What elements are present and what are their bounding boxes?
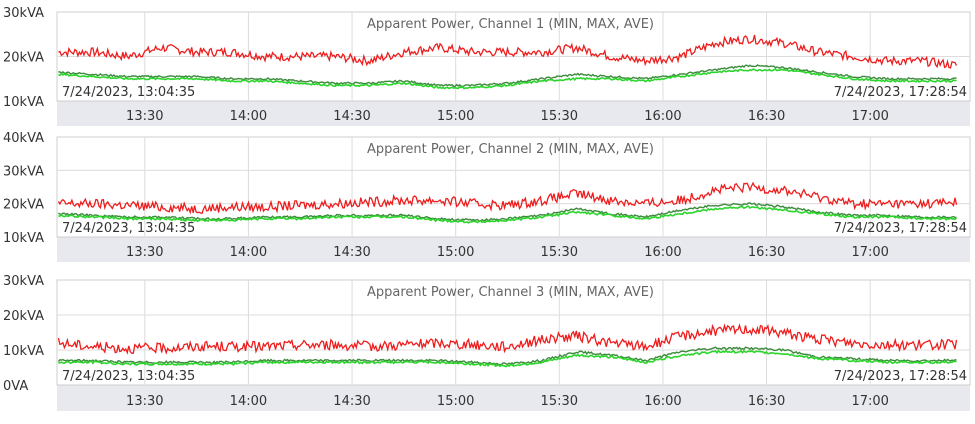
x-tick-label: 16:00 bbox=[644, 394, 681, 409]
series-max-line bbox=[57, 323, 958, 355]
x-tick-label: 15:00 bbox=[437, 109, 474, 124]
x-tick-label: 13:30 bbox=[126, 245, 163, 260]
x-tick-label: 17:00 bbox=[851, 394, 888, 409]
chart-title: Apparent Power, Channel 1 (MIN, MAX, AVE… bbox=[367, 17, 654, 32]
x-tick-label: 14:30 bbox=[333, 109, 370, 124]
y-tick-label: 30kVA bbox=[3, 164, 44, 179]
series-max-line bbox=[57, 181, 958, 215]
x-tick-label: 13:30 bbox=[126, 109, 163, 124]
y-tick-label: 10kVA bbox=[3, 231, 44, 246]
plot-area bbox=[56, 279, 971, 386]
end-time-label: 7/24/2023, 17:28:54 bbox=[834, 369, 967, 384]
x-tick-label: 16:30 bbox=[748, 245, 785, 260]
y-tick-label: 20kVA bbox=[3, 198, 44, 213]
start-time-label: 7/24/2023, 13:04:35 bbox=[62, 369, 195, 384]
x-axis-strip bbox=[57, 385, 970, 411]
chart-panel-1: 13:30 14:00 14:30 15:00 15:30 16:00 16:30 17:00… bbox=[3, 6, 971, 126]
chart-title: Apparent Power, Channel 2 (MIN, MAX, AVE… bbox=[367, 142, 654, 157]
x-tick-label: 14:00 bbox=[230, 109, 267, 124]
y-tick-label: 40kVA bbox=[3, 131, 44, 146]
x-axis-strip bbox=[57, 101, 970, 126]
chart-panel-2: 13:30 14:00 14:30 15:00 15:30 16:00 16:30 17:00… bbox=[3, 131, 971, 262]
x-tick-label: 16:00 bbox=[644, 109, 681, 124]
start-time-label: 7/24/2023, 13:04:35 bbox=[62, 221, 195, 236]
x-tick-label: 13:30 bbox=[126, 394, 163, 409]
x-tick-label: 16:30 bbox=[748, 109, 785, 124]
series-min-line bbox=[58, 64, 957, 88]
x-tick-label: 15:00 bbox=[437, 394, 474, 409]
x-tick-label: 14:30 bbox=[333, 245, 370, 260]
y-tick-label: 10kVA bbox=[3, 344, 44, 359]
x-tick-label: 14:00 bbox=[230, 394, 267, 409]
y-tick-label: 20kVA bbox=[3, 51, 44, 66]
series-ave-line bbox=[58, 349, 957, 368]
x-tick-label: 16:30 bbox=[748, 394, 785, 409]
chart-title: Apparent Power, Channel 3 (MIN, MAX, AVE… bbox=[367, 285, 654, 300]
x-tick-label: 15:30 bbox=[541, 109, 578, 124]
x-tick-label: 14:30 bbox=[333, 394, 370, 409]
x-axis-strip bbox=[57, 237, 970, 262]
series-ave-line bbox=[58, 205, 957, 224]
start-time-label: 7/24/2023, 13:04:35 bbox=[62, 85, 195, 100]
x-tick-label: 15:30 bbox=[541, 394, 578, 409]
x-tick-label: 15:30 bbox=[541, 245, 578, 260]
x-tick-label: 17:00 bbox=[851, 245, 888, 260]
chart-panel-3: 13:30 14:00 14:30 15:00 15:30 16:00 16:30 17:00… bbox=[3, 274, 971, 411]
y-tick-label: 10kVA bbox=[3, 95, 44, 110]
y-tick-label: 0VA bbox=[3, 379, 28, 394]
x-tick-label: 16:00 bbox=[644, 245, 681, 260]
series-ave-line bbox=[58, 68, 957, 90]
y-tick-label: 30kVA bbox=[3, 6, 44, 21]
x-tick-label: 17:00 bbox=[851, 109, 888, 124]
x-tick-label: 14:00 bbox=[230, 245, 267, 260]
y-tick-label: 30kVA bbox=[3, 274, 44, 289]
series-max-line bbox=[58, 34, 958, 69]
x-tick-label: 15:00 bbox=[437, 245, 474, 260]
end-time-label: 7/24/2023, 17:28:54 bbox=[834, 85, 967, 100]
end-time-label: 7/24/2023, 17:28:54 bbox=[834, 221, 967, 236]
y-tick-label: 20kVA bbox=[3, 309, 44, 324]
